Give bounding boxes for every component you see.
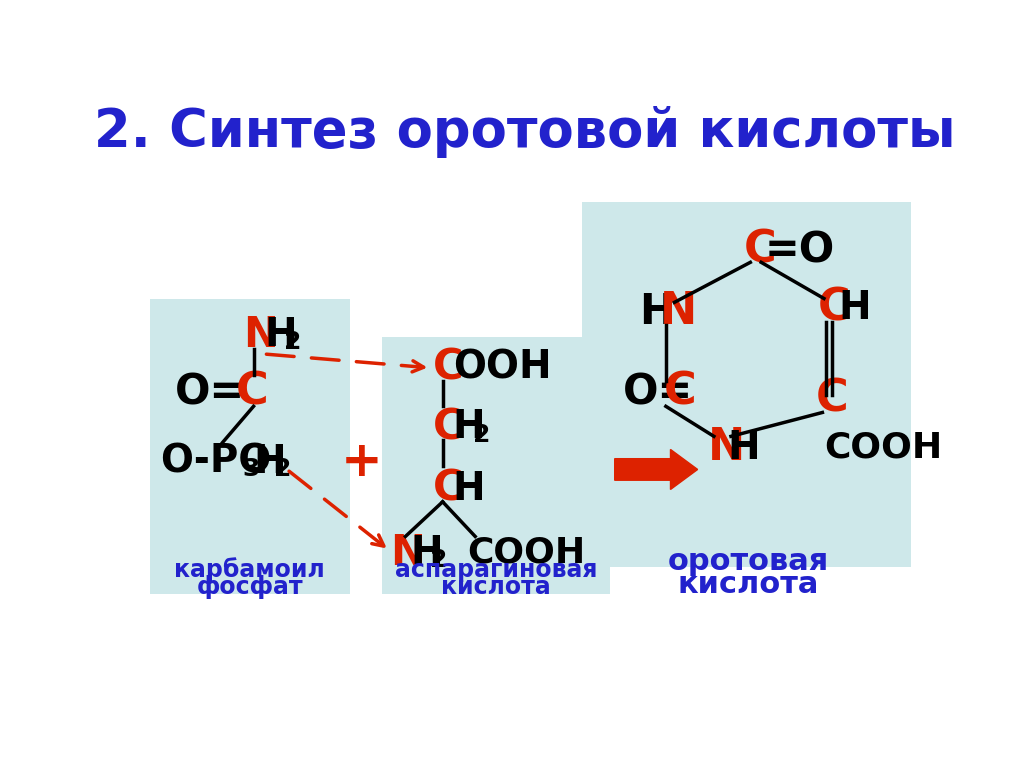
Text: 2. Синтез оротовой кислоты: 2. Синтез оротовой кислоты [94, 106, 955, 158]
Text: H: H [640, 290, 675, 333]
Text: 2: 2 [273, 458, 291, 482]
Text: 2: 2 [473, 423, 490, 447]
FancyBboxPatch shape [583, 202, 910, 568]
FancyBboxPatch shape [382, 337, 610, 594]
Text: C: C [818, 286, 851, 329]
FancyBboxPatch shape [150, 299, 350, 594]
Text: C: C [816, 377, 849, 420]
Text: O-PO: O-PO [161, 443, 272, 481]
Text: H: H [838, 289, 870, 326]
Text: кислота: кислота [441, 575, 551, 599]
Text: C: C [664, 371, 696, 414]
Text: фосфат: фосфат [197, 575, 303, 599]
Text: H: H [453, 470, 485, 508]
Text: =O: =O [765, 229, 836, 271]
Text: C: C [432, 347, 463, 389]
Text: кислота: кислота [677, 571, 818, 600]
Text: оротовая: оротовая [668, 548, 828, 576]
Text: 2: 2 [430, 548, 447, 572]
Text: 3: 3 [242, 458, 259, 482]
Text: аспарагиновая: аспарагиновая [395, 558, 597, 581]
Text: C: C [432, 468, 463, 510]
Text: H: H [728, 429, 761, 467]
Text: N: N [659, 290, 697, 333]
Text: H: H [264, 316, 297, 354]
FancyArrow shape [614, 449, 697, 489]
Text: H: H [254, 443, 286, 481]
Text: H: H [410, 534, 442, 571]
Text: OOH: OOH [453, 349, 551, 387]
Text: N: N [390, 531, 425, 574]
Text: H: H [453, 408, 485, 446]
Text: C: C [432, 406, 463, 448]
Text: N: N [243, 313, 278, 356]
Text: COOH: COOH [824, 431, 942, 465]
Text: 2: 2 [284, 330, 301, 354]
Text: O=: O= [623, 372, 692, 413]
Text: O=: O= [174, 372, 245, 413]
Text: C: C [236, 371, 268, 414]
Text: карбамоил: карбамоил [174, 557, 325, 582]
Text: N: N [708, 426, 744, 469]
Text: C: C [744, 229, 777, 272]
Text: +: + [341, 438, 383, 486]
Text: COOH: COOH [467, 535, 586, 570]
